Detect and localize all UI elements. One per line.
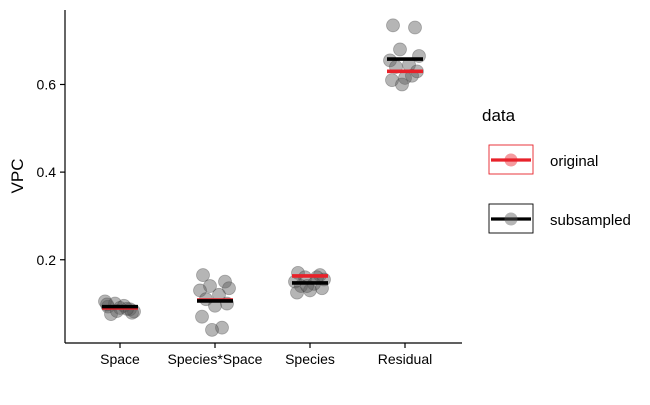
y-ticks: 0.2 0.4 0.6 — [37, 76, 65, 268]
legend-key-point — [504, 153, 518, 167]
mean-bars — [102, 57, 423, 310]
data-point — [393, 42, 407, 57]
legend-key-point — [504, 212, 518, 226]
x-ticks: Space Species*Space Species Residual — [100, 343, 432, 367]
legend-entry-label: subsampled — [550, 212, 631, 229]
x-tick-label: Species*Space — [168, 351, 263, 367]
x-tick-label: Residual — [378, 351, 432, 367]
axes — [64, 10, 462, 344]
data-point — [386, 18, 400, 33]
y-tick-label: 0.6 — [37, 76, 57, 92]
data-point — [408, 20, 422, 35]
x-tick-label: Space — [100, 351, 140, 367]
data-point — [195, 309, 209, 324]
data-point — [205, 322, 219, 337]
data-point — [222, 281, 236, 296]
data-point — [290, 285, 304, 300]
data-point — [395, 77, 409, 92]
legend: data original subsampled — [482, 106, 631, 234]
y-tick-label: 0.4 — [37, 164, 57, 180]
legend-entry-label: original — [550, 153, 598, 170]
data-point — [385, 73, 399, 88]
y-axis-label: VPC — [8, 159, 27, 194]
legend-entries: original subsampled — [488, 144, 631, 234]
y-tick-label: 0.2 — [37, 252, 57, 268]
data-point — [203, 279, 217, 293]
data-point — [218, 274, 232, 289]
x-tick-label: Species — [285, 351, 335, 367]
data-point — [193, 283, 207, 298]
data-point — [215, 320, 229, 335]
data-points — [98, 18, 426, 337]
data-point — [196, 268, 210, 282]
legend-title: data — [482, 106, 516, 125]
